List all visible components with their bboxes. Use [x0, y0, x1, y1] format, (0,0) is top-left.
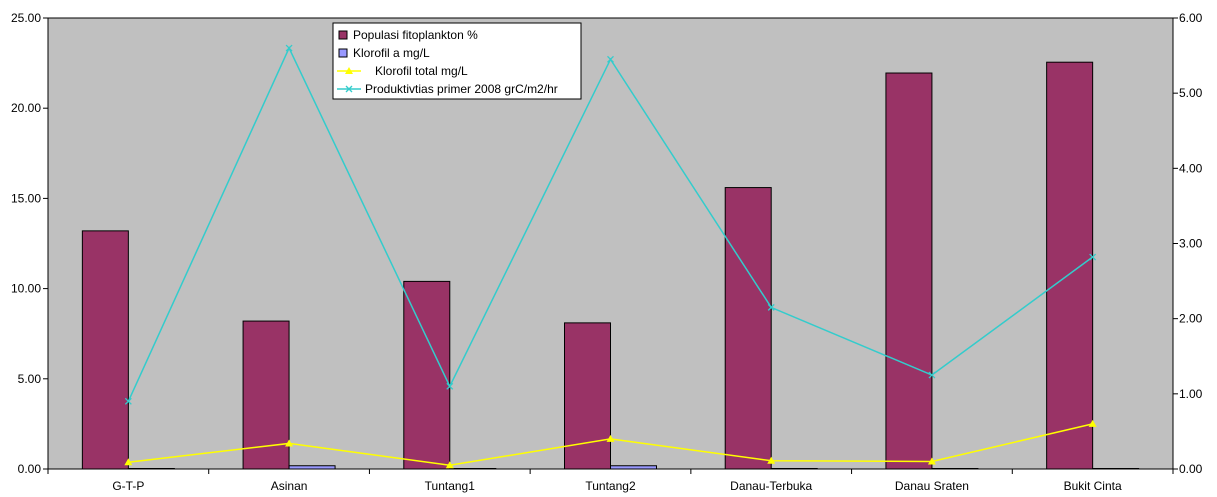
legend-box	[332, 22, 582, 100]
legend-item-0: Populasi fitoplankton %	[338, 28, 478, 42]
legend-swatch-1	[338, 48, 348, 58]
legend-label-2: Klorofil total mg/L	[375, 64, 468, 78]
bar-populasi-0	[81, 230, 129, 470]
x-tick-label-5: Danau Sraten	[895, 479, 969, 493]
x-tick-label-2: Tuntang1	[425, 479, 476, 493]
bar-populasi-6	[1046, 61, 1094, 470]
legend-label-0: Populasi fitoplankton %	[353, 28, 478, 42]
legend-label-3: Produktivtias primer 2008 grC/m2/hr	[365, 82, 558, 96]
point-produktivitas-5	[928, 371, 936, 379]
x-tick-label-3: Tuntang2	[585, 479, 636, 493]
point-produktivitas-1	[285, 44, 293, 52]
legend-item-2: Klorofil total mg/L	[337, 64, 468, 78]
legend-marker-3	[345, 85, 353, 93]
x-tick-label-1: Asinan	[271, 479, 308, 493]
legend-item-3: Produktivtias primer 2008 grC/m2/hr	[337, 82, 558, 96]
right-tick-label-0: 0.00	[1179, 462, 1203, 476]
left-tick-label-3: 15.00	[11, 191, 41, 205]
legend-label-1: Klorofil a mg/L	[353, 46, 430, 60]
x-tick-label-0: G-T-P	[112, 479, 144, 493]
point-klorofil-total-3	[606, 434, 615, 442]
bar-populasi-4	[724, 187, 772, 470]
left-tick-label-2: 10.00	[11, 282, 41, 296]
right-tick-label-2: 2.00	[1179, 312, 1203, 326]
point-produktivitas-6	[1089, 253, 1097, 261]
left-tick-label-1: 5.00	[18, 372, 42, 386]
point-klorofil-total-0	[124, 458, 133, 466]
point-produktivitas-4	[767, 303, 775, 311]
bar-populasi-3	[564, 322, 611, 470]
legend-item-1: Klorofil a mg/L	[338, 46, 430, 60]
point-produktivitas-2	[446, 382, 454, 390]
point-klorofil-total-2	[445, 461, 454, 469]
x-tick-label-6: Bukit Cinta	[1064, 479, 1122, 493]
point-klorofil-total-6	[1088, 419, 1097, 427]
right-tick-label-1: 1.00	[1179, 387, 1203, 401]
left-tick-label-4: 20.00	[11, 101, 41, 115]
right-tick-label-3: 3.00	[1179, 237, 1203, 251]
point-produktivitas-0	[124, 397, 132, 405]
bar-populasi-2	[403, 280, 451, 470]
x-tick-label-4: Danau-Terbuka	[730, 479, 812, 493]
point-klorofil-total-1	[285, 439, 294, 447]
right-tick-label-4: 4.00	[1179, 161, 1203, 175]
right-tick-label-6: 6.00	[1179, 11, 1203, 25]
left-tick-label-0: 0.00	[18, 462, 42, 476]
point-klorofil-total-5	[927, 457, 936, 465]
bar-populasi-5	[885, 72, 933, 470]
point-produktivitas-3	[607, 55, 614, 63]
legend-swatch-0	[338, 30, 348, 40]
right-tick-label-5: 5.00	[1179, 86, 1203, 100]
legend-marker-2	[345, 67, 353, 74]
point-klorofil-total-4	[767, 456, 776, 464]
left-tick-label-5: 25.00	[11, 11, 41, 25]
